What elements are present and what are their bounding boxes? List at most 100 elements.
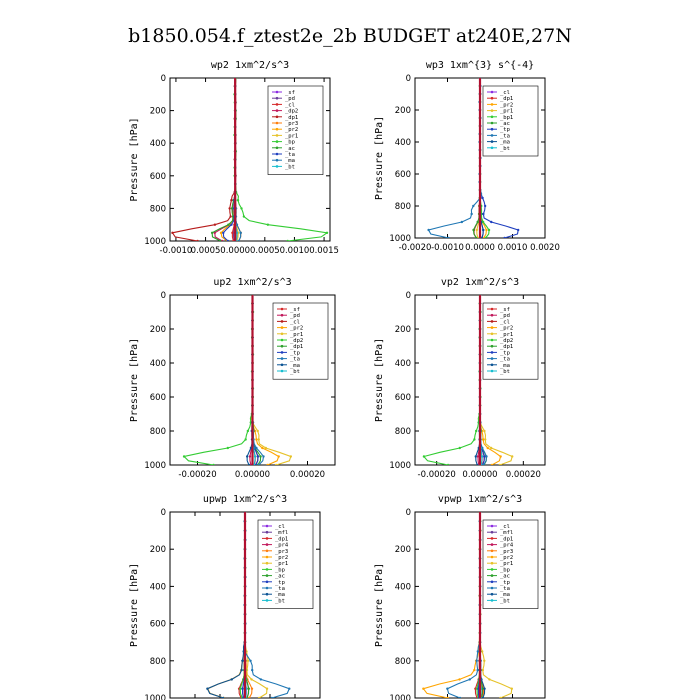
y-tick-label: 200 bbox=[150, 107, 166, 117]
series-point bbox=[516, 228, 520, 232]
legend-label: _bp1 bbox=[500, 115, 513, 121]
legend-marker bbox=[280, 351, 284, 354]
series-point bbox=[265, 687, 269, 690]
series-point bbox=[256, 455, 260, 458]
legend-marker bbox=[275, 127, 279, 131]
legend-marker bbox=[275, 158, 279, 162]
series-point bbox=[485, 228, 488, 232]
legend-marker bbox=[490, 326, 494, 329]
x-tick-label: 0.00020 bbox=[506, 470, 541, 480]
series-point bbox=[244, 438, 247, 441]
series-point bbox=[474, 455, 477, 458]
legend-label: _bp bbox=[275, 567, 285, 573]
series-point bbox=[226, 446, 230, 450]
legend-marker bbox=[280, 338, 284, 342]
series-point bbox=[235, 231, 239, 235]
legend-marker bbox=[490, 146, 494, 150]
series-point bbox=[473, 438, 476, 441]
series-point bbox=[484, 438, 487, 441]
series-point bbox=[499, 696, 502, 698]
legend-label: _ta bbox=[275, 586, 285, 592]
legend-marker bbox=[275, 121, 279, 125]
series-point bbox=[476, 463, 479, 465]
series-point bbox=[230, 678, 233, 681]
legend-label: _pr3 bbox=[500, 549, 513, 555]
legend-marker bbox=[275, 109, 279, 112]
legend-marker bbox=[280, 326, 284, 329]
legend-label: _dp2 bbox=[500, 338, 513, 344]
legend-marker bbox=[275, 90, 279, 94]
legend-marker bbox=[490, 109, 494, 112]
series-point bbox=[219, 231, 223, 235]
legend-label: _ta bbox=[500, 133, 510, 139]
series-point bbox=[481, 438, 485, 441]
legend-marker bbox=[275, 103, 279, 106]
legend-marker bbox=[280, 357, 284, 360]
y-tick-label: 1000 bbox=[389, 461, 411, 471]
legend-marker bbox=[490, 599, 494, 602]
series-point bbox=[458, 678, 461, 681]
x-tick-label: 0.0005 bbox=[191, 246, 221, 256]
legend-marker bbox=[275, 96, 279, 100]
panel-upwp: upwp 1xm^2/s^3 Pressure [hPa] 0 200 400 600 80… bbox=[129, 494, 321, 700]
series-point bbox=[474, 429, 478, 433]
series-point bbox=[255, 438, 258, 441]
x-tick-label: -0.0010 bbox=[431, 243, 464, 253]
y-tick-label: 1000 bbox=[389, 694, 411, 700]
series-point bbox=[511, 455, 514, 458]
legend-label: _dp2 bbox=[290, 338, 303, 344]
legend-marker bbox=[490, 586, 494, 590]
series-point bbox=[230, 199, 233, 202]
legend-marker bbox=[280, 344, 284, 348]
legend-label: _tp bbox=[500, 350, 510, 356]
series-point bbox=[261, 446, 264, 450]
legend-label: _cl bbox=[500, 319, 510, 325]
legend-label: _bt bbox=[500, 146, 510, 152]
legend-label: _bt bbox=[500, 598, 510, 604]
series-point bbox=[182, 455, 186, 458]
series-point bbox=[498, 463, 502, 465]
series-point bbox=[257, 696, 261, 698]
legend-label: _ta bbox=[500, 586, 510, 592]
panel-wp2: wp2 1xm^2/s^3 Pressure [hPa] 0 200 400 600 800… bbox=[129, 60, 339, 256]
legend-marker bbox=[490, 568, 494, 571]
series-point bbox=[232, 239, 235, 241]
series-point bbox=[266, 463, 269, 465]
series-point bbox=[446, 687, 449, 690]
legend-label: _pr2 bbox=[275, 555, 288, 561]
series-point bbox=[484, 236, 487, 238]
legend-label: _pr1 bbox=[275, 561, 288, 567]
series-group bbox=[206, 512, 291, 698]
series-group bbox=[427, 78, 520, 238]
series-point bbox=[171, 231, 174, 235]
legend-marker bbox=[275, 146, 279, 150]
legend-marker bbox=[275, 140, 279, 143]
panel-title: wp3 1xm^{3} s^{-4} bbox=[426, 60, 534, 71]
x-tick-label: 0.0015 bbox=[309, 246, 339, 256]
x-tick-label: -0.00020 bbox=[178, 470, 216, 480]
x-tick-label: 0.0000 bbox=[220, 246, 250, 256]
legend-marker bbox=[490, 351, 494, 354]
legend-label: _pd bbox=[285, 96, 295, 102]
y-axis-label: Pressure [hPa] bbox=[374, 116, 385, 200]
legend-label: _sf bbox=[500, 307, 510, 313]
series-point bbox=[476, 650, 480, 653]
legend-label: _pr2 bbox=[285, 127, 298, 133]
series-point bbox=[246, 659, 250, 662]
series-point bbox=[481, 220, 485, 224]
y-tick-label: 600 bbox=[150, 393, 166, 403]
legend-marker bbox=[490, 580, 494, 584]
series-point bbox=[476, 668, 479, 672]
y-tick-label: 800 bbox=[150, 204, 166, 214]
series-group bbox=[422, 295, 514, 465]
x-tick-label: 0.0010 bbox=[280, 246, 310, 256]
x-tick-label: 0.0020 bbox=[530, 243, 560, 253]
panel-title: vpwp 1xm^2/s^3 bbox=[438, 494, 522, 505]
y-tick-label: 600 bbox=[395, 620, 411, 630]
series-point bbox=[460, 220, 464, 224]
x-tick-label: 0.0000 bbox=[465, 243, 495, 253]
series-line-dp2 bbox=[422, 295, 481, 465]
series-point bbox=[482, 236, 485, 238]
y-tick-label: 200 bbox=[395, 545, 411, 555]
legend-label: _ma bbox=[275, 592, 285, 598]
